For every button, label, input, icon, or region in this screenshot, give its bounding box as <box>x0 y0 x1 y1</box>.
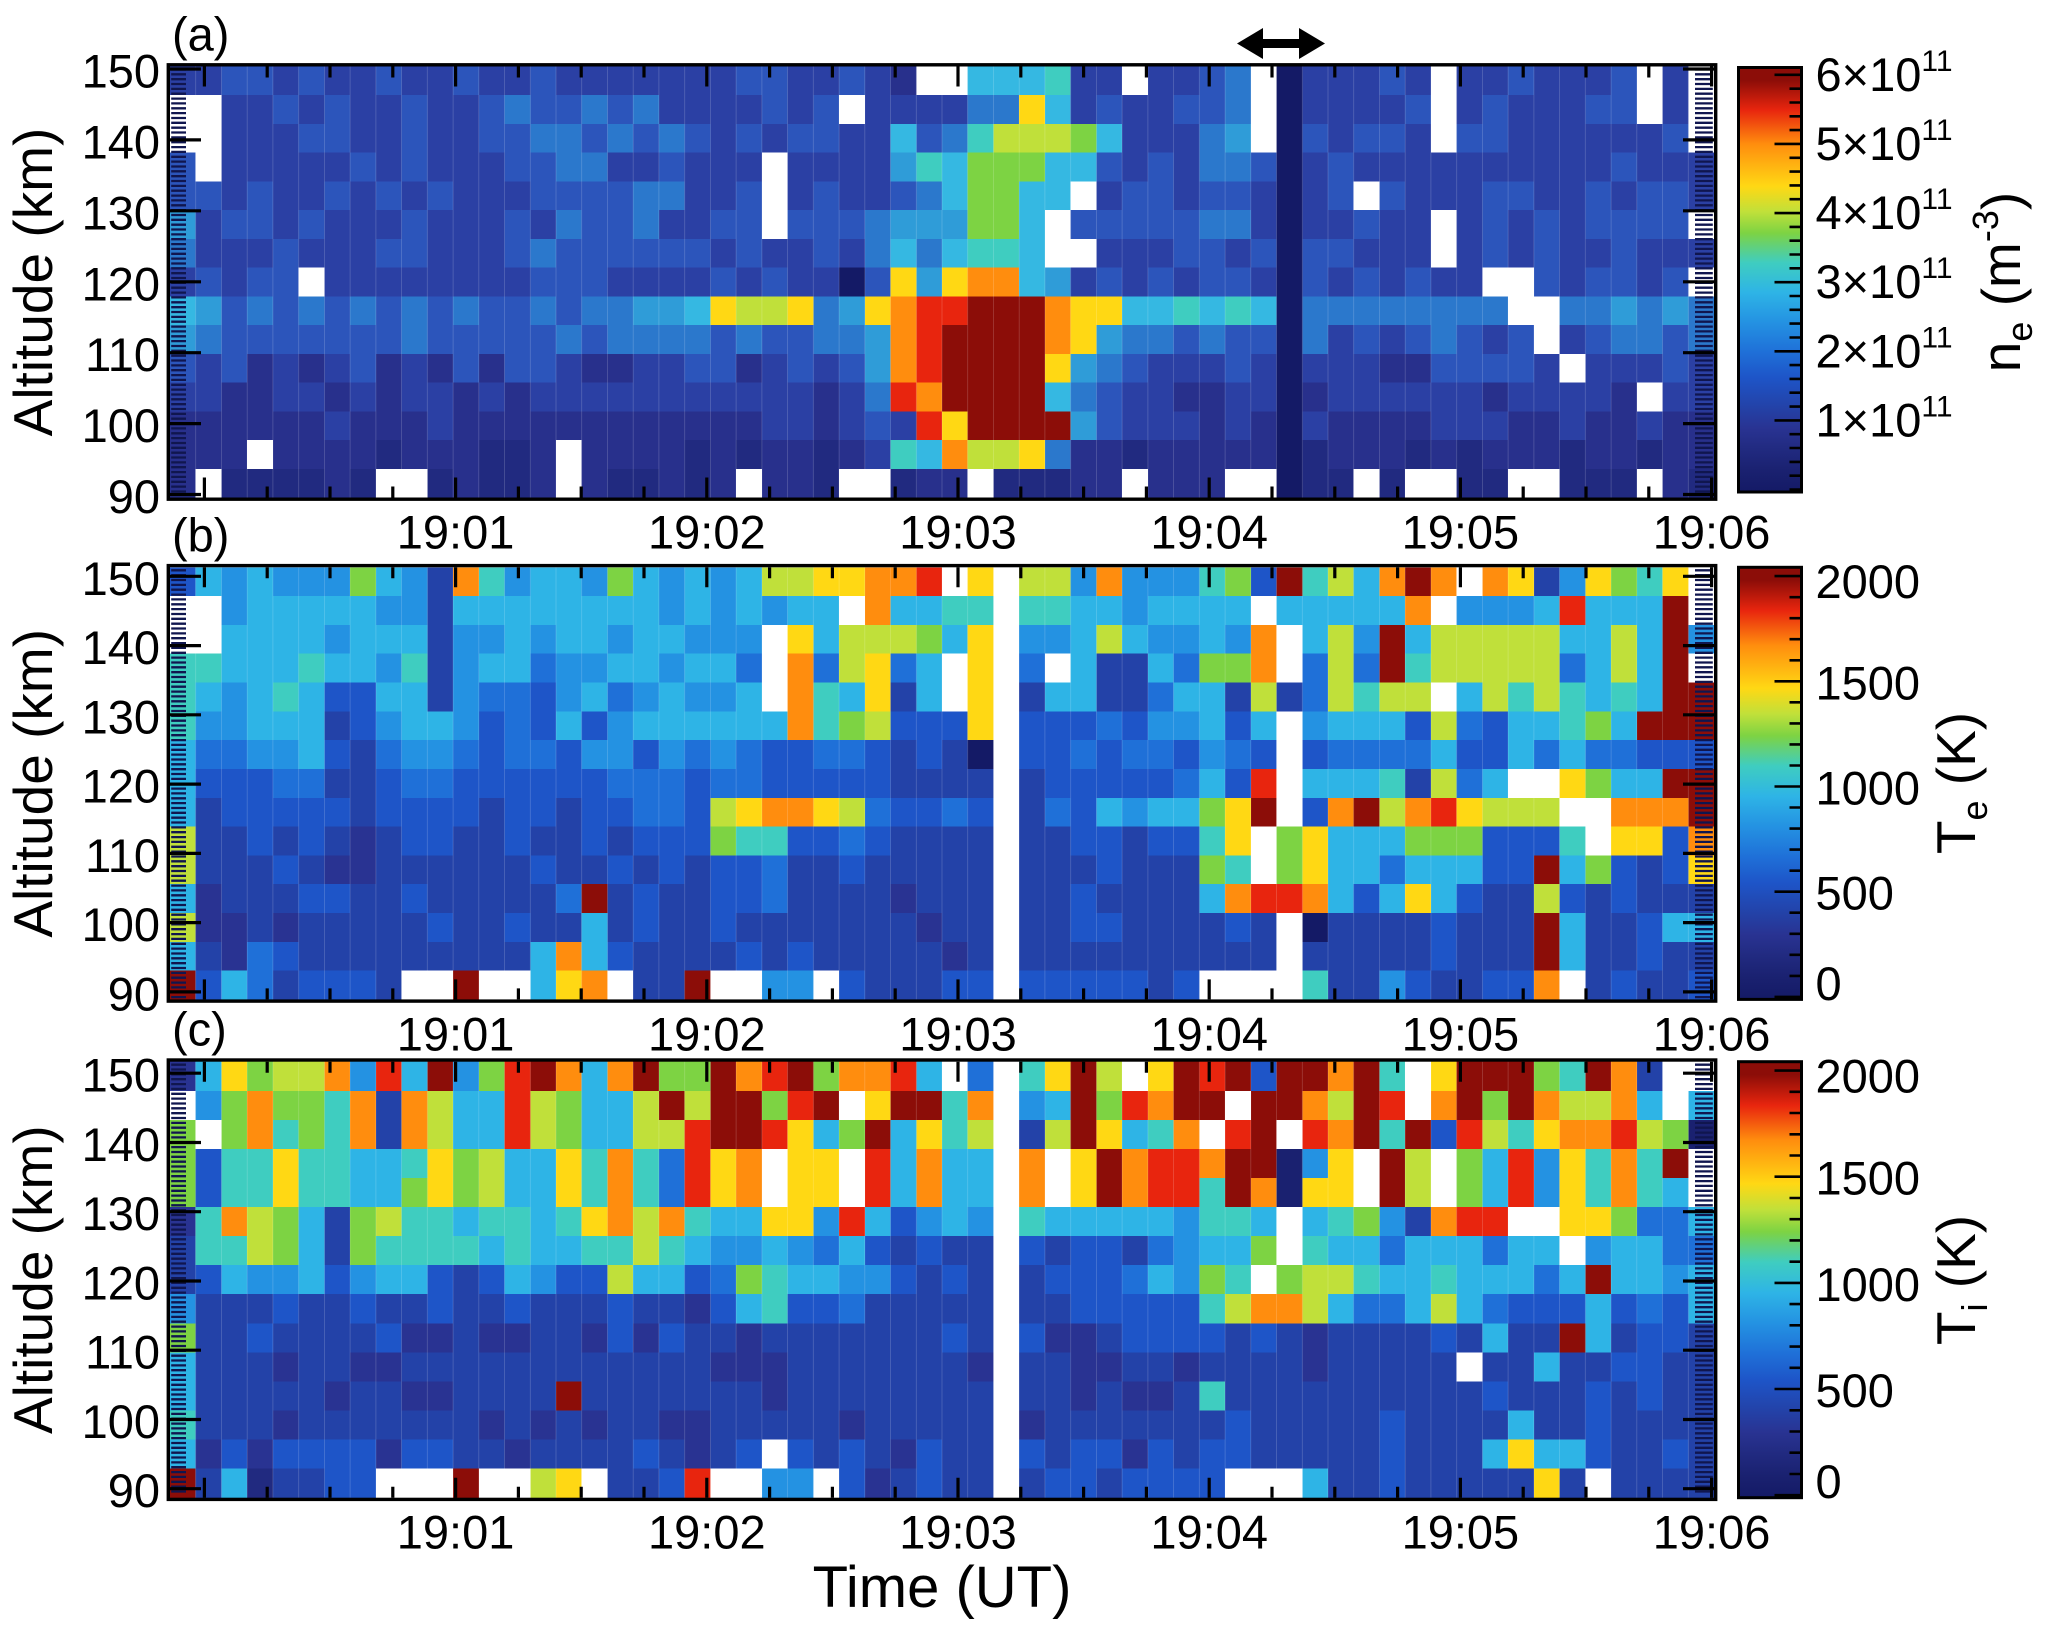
svg-text:3×1011: 3×1011 <box>1816 252 1953 308</box>
svg-text:100: 100 <box>82 399 160 452</box>
svg-text:1500: 1500 <box>1816 656 1921 709</box>
svg-text:2×1011: 2×1011 <box>1816 321 1953 377</box>
svg-text:90: 90 <box>108 967 160 1020</box>
svg-text:120: 120 <box>82 760 160 813</box>
svg-text:140: 140 <box>82 1118 160 1171</box>
svg-text:500: 500 <box>1816 867 1894 920</box>
svg-text:150: 150 <box>82 45 160 98</box>
svg-text:19:01: 19:01 <box>397 1007 515 1060</box>
svg-text:110: 110 <box>85 328 160 381</box>
svg-text:120: 120 <box>82 257 160 310</box>
svg-text:110: 110 <box>85 1326 160 1379</box>
svg-text:19:02: 19:02 <box>648 506 766 559</box>
svg-text:(a): (a) <box>172 8 229 61</box>
svg-text:Time (UT): Time (UT) <box>813 1555 1072 1620</box>
svg-text:Te (K): Te (K) <box>1925 712 1995 854</box>
svg-text:19:04: 19:04 <box>1150 506 1268 559</box>
svg-text:19:02: 19:02 <box>648 1007 766 1060</box>
svg-text:100: 100 <box>82 898 160 951</box>
svg-text:Altitude (km): Altitude (km) <box>2 629 64 938</box>
svg-text:6×1011: 6×1011 <box>1816 45 1953 101</box>
svg-text:130: 130 <box>82 186 160 239</box>
svg-text:130: 130 <box>82 690 160 743</box>
svg-text:19:04: 19:04 <box>1150 1007 1268 1060</box>
svg-text:19:03: 19:03 <box>899 506 1017 559</box>
svg-text:(c): (c) <box>172 1003 227 1056</box>
svg-text:Altitude (km): Altitude (km) <box>2 1125 64 1434</box>
svg-text:120: 120 <box>82 1257 160 1310</box>
svg-text:19:02: 19:02 <box>648 1506 766 1559</box>
svg-text:1500: 1500 <box>1816 1152 1921 1205</box>
svg-text:150: 150 <box>82 552 160 605</box>
svg-text:100: 100 <box>82 1395 160 1448</box>
svg-text:2000: 2000 <box>1816 555 1921 608</box>
svg-text:Ti (K): Ti (K) <box>1925 1215 1995 1345</box>
svg-text:Altitude (km): Altitude (km) <box>2 128 64 437</box>
svg-text:19:04: 19:04 <box>1150 1506 1268 1559</box>
svg-text:1000: 1000 <box>1816 762 1921 815</box>
svg-text:1000: 1000 <box>1816 1258 1921 1311</box>
svg-text:19:05: 19:05 <box>1402 1007 1520 1060</box>
svg-text:19:05: 19:05 <box>1402 506 1520 559</box>
svg-text:0: 0 <box>1816 1455 1842 1508</box>
svg-text:140: 140 <box>82 115 160 168</box>
svg-text:19:01: 19:01 <box>397 506 515 559</box>
svg-text:500: 500 <box>1816 1364 1894 1417</box>
svg-text:19:06: 19:06 <box>1653 506 1771 559</box>
svg-text:90: 90 <box>108 1464 160 1517</box>
svg-text:19:06: 19:06 <box>1653 1007 1771 1060</box>
svg-text:19:05: 19:05 <box>1402 1506 1520 1559</box>
svg-text:ne (m-3): ne (m-3) <box>1965 192 2040 372</box>
svg-text:19:03: 19:03 <box>899 1506 1017 1559</box>
svg-text:0: 0 <box>1816 957 1842 1010</box>
svg-text:130: 130 <box>82 1187 160 1240</box>
svg-text:110: 110 <box>85 829 160 882</box>
svg-text:90: 90 <box>108 470 160 523</box>
svg-text:150: 150 <box>82 1049 160 1102</box>
svg-text:140: 140 <box>82 621 160 674</box>
svg-text:19:01: 19:01 <box>397 1506 515 1559</box>
svg-text:(b): (b) <box>172 508 229 561</box>
svg-text:19:06: 19:06 <box>1653 1506 1771 1559</box>
svg-text:19:03: 19:03 <box>899 1007 1017 1060</box>
svg-text:2000: 2000 <box>1816 1050 1921 1103</box>
